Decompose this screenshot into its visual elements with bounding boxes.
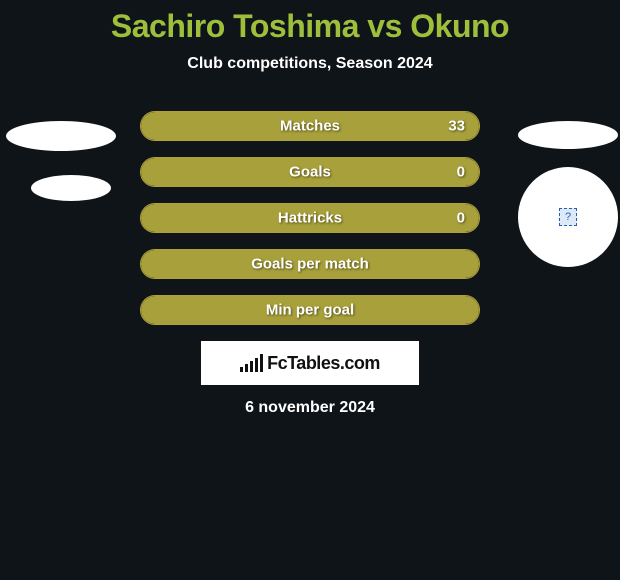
- avatar-right-circle: ?: [518, 167, 618, 267]
- stats-area: ? Matches 33 Goals 0 Hattricks 0 Goals p…: [0, 111, 620, 417]
- brand-name: FcTables.com: [267, 353, 380, 374]
- avatar-left-top: [6, 121, 116, 151]
- stat-row-matches: Matches 33: [140, 111, 480, 141]
- stat-label: Matches: [280, 118, 340, 135]
- brand-logo-icon: [240, 354, 263, 372]
- stat-label: Hattricks: [278, 210, 342, 227]
- stat-label: Min per goal: [266, 302, 354, 319]
- brand-box[interactable]: FcTables.com: [201, 341, 419, 385]
- avatar-left-bottom: [31, 175, 111, 201]
- stat-row-goals-per-match: Goals per match: [140, 249, 480, 279]
- stat-row-hattricks: Hattricks 0: [140, 203, 480, 233]
- date-label: 6 november 2024: [0, 399, 620, 417]
- stat-value: 33: [448, 118, 465, 135]
- stat-value: 0: [457, 164, 465, 181]
- stat-value: 0: [457, 210, 465, 227]
- page-title: Sachiro Toshima vs Okuno: [0, 8, 620, 45]
- stat-label: Goals: [289, 164, 331, 181]
- stat-row-min-per-goal: Min per goal: [140, 295, 480, 325]
- page-container: Sachiro Toshima vs Okuno Club competitio…: [0, 0, 620, 417]
- avatar-right-top: [518, 121, 618, 149]
- stat-row-goals: Goals 0: [140, 157, 480, 187]
- page-subtitle: Club competitions, Season 2024: [0, 55, 620, 73]
- missing-image-icon: ?: [559, 208, 577, 226]
- stat-label: Goals per match: [251, 256, 369, 273]
